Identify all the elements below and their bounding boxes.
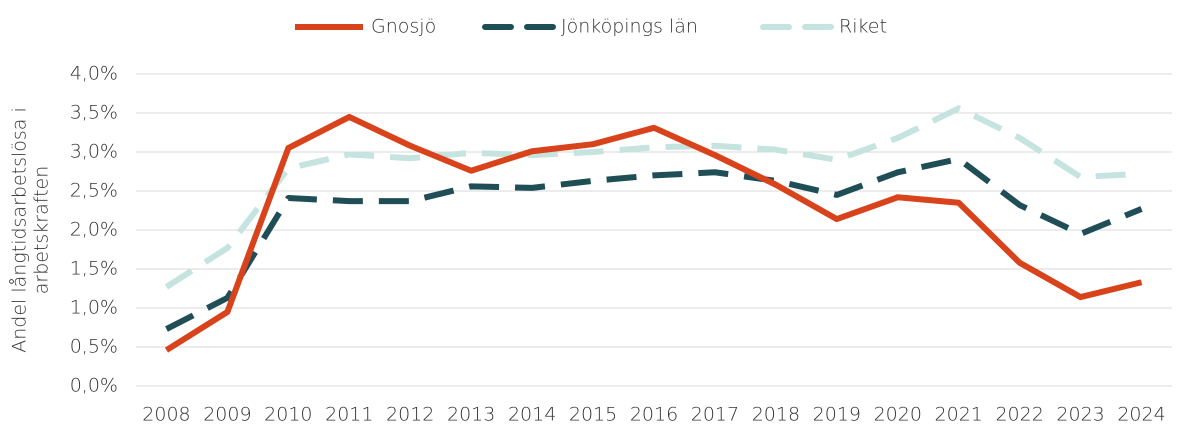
y-axis-label: Andel långtidsarbetslösa i arbetskraften (9, 107, 53, 352)
y-tick-label: 3,5% (70, 102, 118, 124)
y-axis-label-line: arbetskraften (31, 166, 53, 295)
legend-label: Riket (839, 16, 887, 38)
line-series (164, 113, 1143, 353)
x-tick-label: 2021 (935, 404, 983, 425)
y-tick-label: 0,5% (70, 336, 118, 358)
x-tick-label: 2015 (569, 404, 617, 425)
y-tick-label: 2,5% (70, 180, 118, 202)
x-tick-label: 2017 (691, 404, 739, 425)
y-axis-label-line: Andel långtidsarbetslösa i (9, 107, 31, 352)
y-tick-label: 1,0% (70, 297, 118, 319)
legend-label: Jönköpings län (561, 16, 698, 38)
y-tick-label: 1,5% (70, 258, 118, 280)
x-tick-label: 2020 (874, 404, 922, 425)
legend-label: Gnosjö (371, 16, 436, 38)
x-tick-label: 2018 (752, 404, 800, 425)
y-tick-label: 0,0% (70, 375, 118, 397)
x-tick-label: 2010 (264, 404, 312, 425)
y-tick-label: 2,0% (70, 219, 118, 241)
x-tick-label: 2012 (386, 404, 434, 425)
x-tick-label: 2008 (142, 404, 190, 425)
y-tick-label: 4,0% (70, 63, 118, 85)
x-tick-label: 2024 (1117, 404, 1165, 425)
x-tick-label: 2014 (508, 404, 556, 425)
line-series (164, 105, 1142, 290)
x-tick-label: 2016 (630, 404, 678, 425)
x-tick-label: 2019 (813, 404, 861, 425)
x-tick-label: 2013 (447, 404, 495, 425)
x-tick-label: 2009 (203, 404, 251, 425)
line-series (165, 156, 1143, 332)
x-tick-label: 2022 (995, 404, 1043, 425)
y-tick-label: 3,0% (70, 141, 118, 163)
x-tick-label: 2011 (325, 404, 373, 425)
x-tick-label: 2023 (1056, 404, 1104, 425)
